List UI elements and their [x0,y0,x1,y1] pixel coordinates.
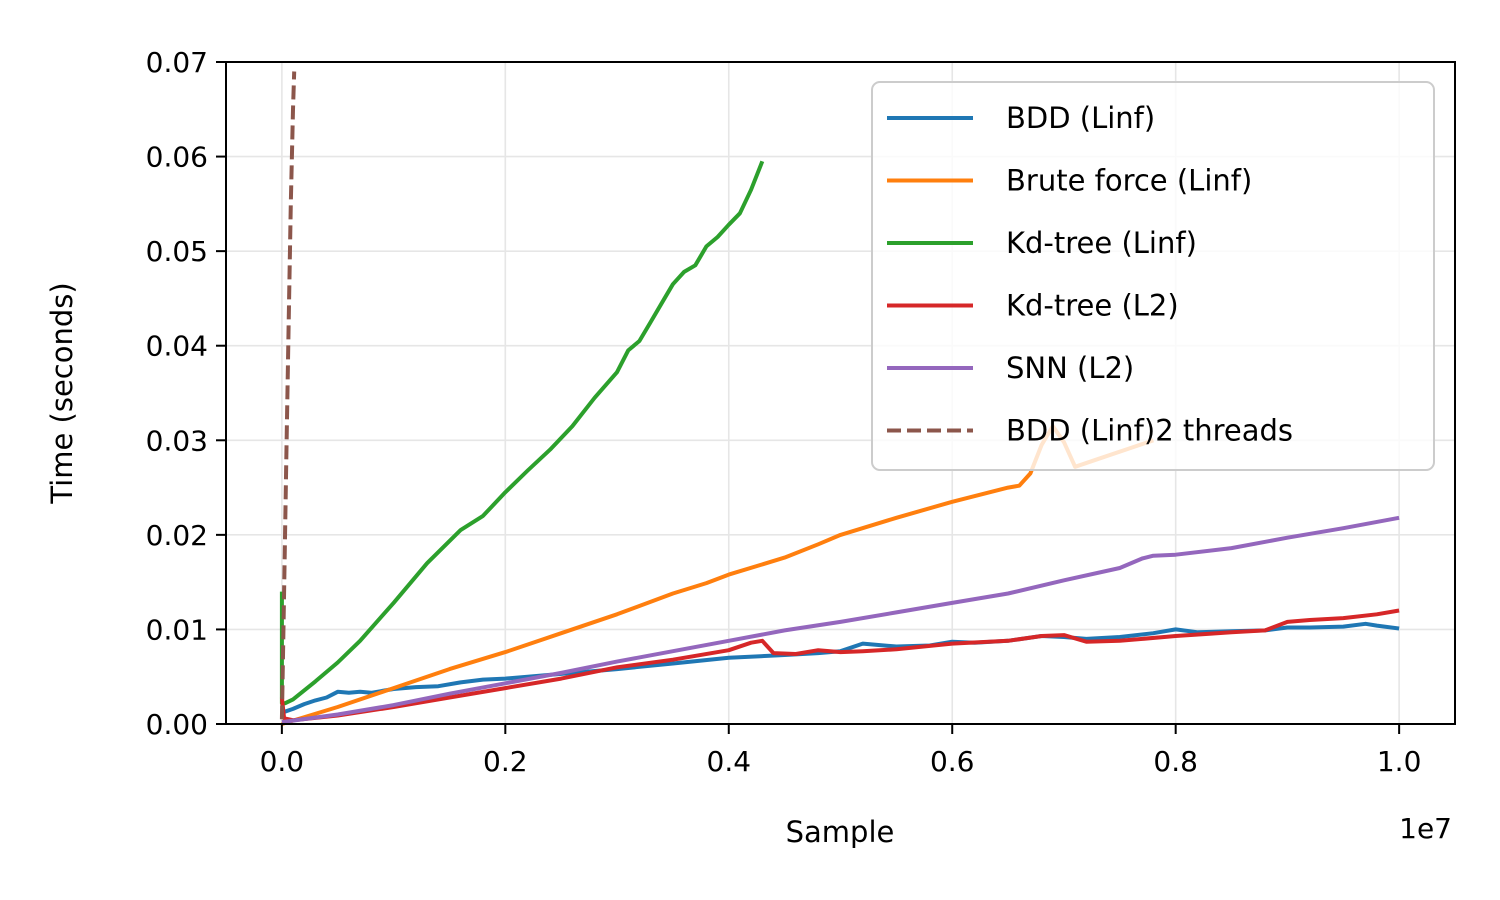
y-tick-label: 0.00 [146,708,208,741]
legend-box [871,81,1435,471]
x-tick-label: 0.8 [1153,745,1198,778]
x-tick-label: 0.4 [707,745,752,778]
legend-label-4: SNN (L2) [1006,351,1134,385]
legend-label-3: Kd-tree (L2) [1006,289,1179,323]
legend-label-2: Kd-tree (Linf) [1006,226,1197,260]
series-line-5 [279,71,297,720]
axis-ticks: 0.0 0.2 0.4 0.6 0.8 1.0 0.00 0.01 0.02 0.03 0.04 0.… [146,46,1422,778]
y-tick-label: 0.06 [146,141,208,174]
y-tick-label: 0.04 [146,330,208,363]
series-lines [279,71,1400,726]
x-tick-label: 1.0 [1377,745,1422,778]
legend-label-1: Brute force (Linf) [1006,164,1252,198]
legend-label-5: BDD (Linf)2 threads [1006,414,1293,448]
x-axis-title: Sample [786,815,895,849]
series-line-3 [279,608,1400,723]
x-axis-offset-label: 1e7 [1399,812,1452,845]
y-tick-label: 0.05 [146,235,208,268]
x-tick-label: 0.2 [483,745,528,778]
x-tick-label: 0.6 [930,745,975,778]
legend-label-0: BDD (Linf) [1006,101,1155,135]
y-tick-label: 0.02 [146,519,208,552]
y-tick-label: 0.03 [146,424,208,457]
series-line-2 [279,160,765,706]
y-tick-label: 0.01 [146,613,208,646]
y-axis-title: Time (seconds) [45,282,79,504]
legend: BDD (Linf) Brute force (Linf) Kd-tree (Lin… [871,81,1435,471]
legend-items: BDD (Linf) Brute force (Linf) Kd-tree (Lin… [887,101,1293,448]
series-line-4 [281,515,1400,725]
plot-frame [225,61,1456,725]
y-tick-label: 0.07 [146,46,208,79]
x-tick-label: 0.0 [260,745,305,778]
